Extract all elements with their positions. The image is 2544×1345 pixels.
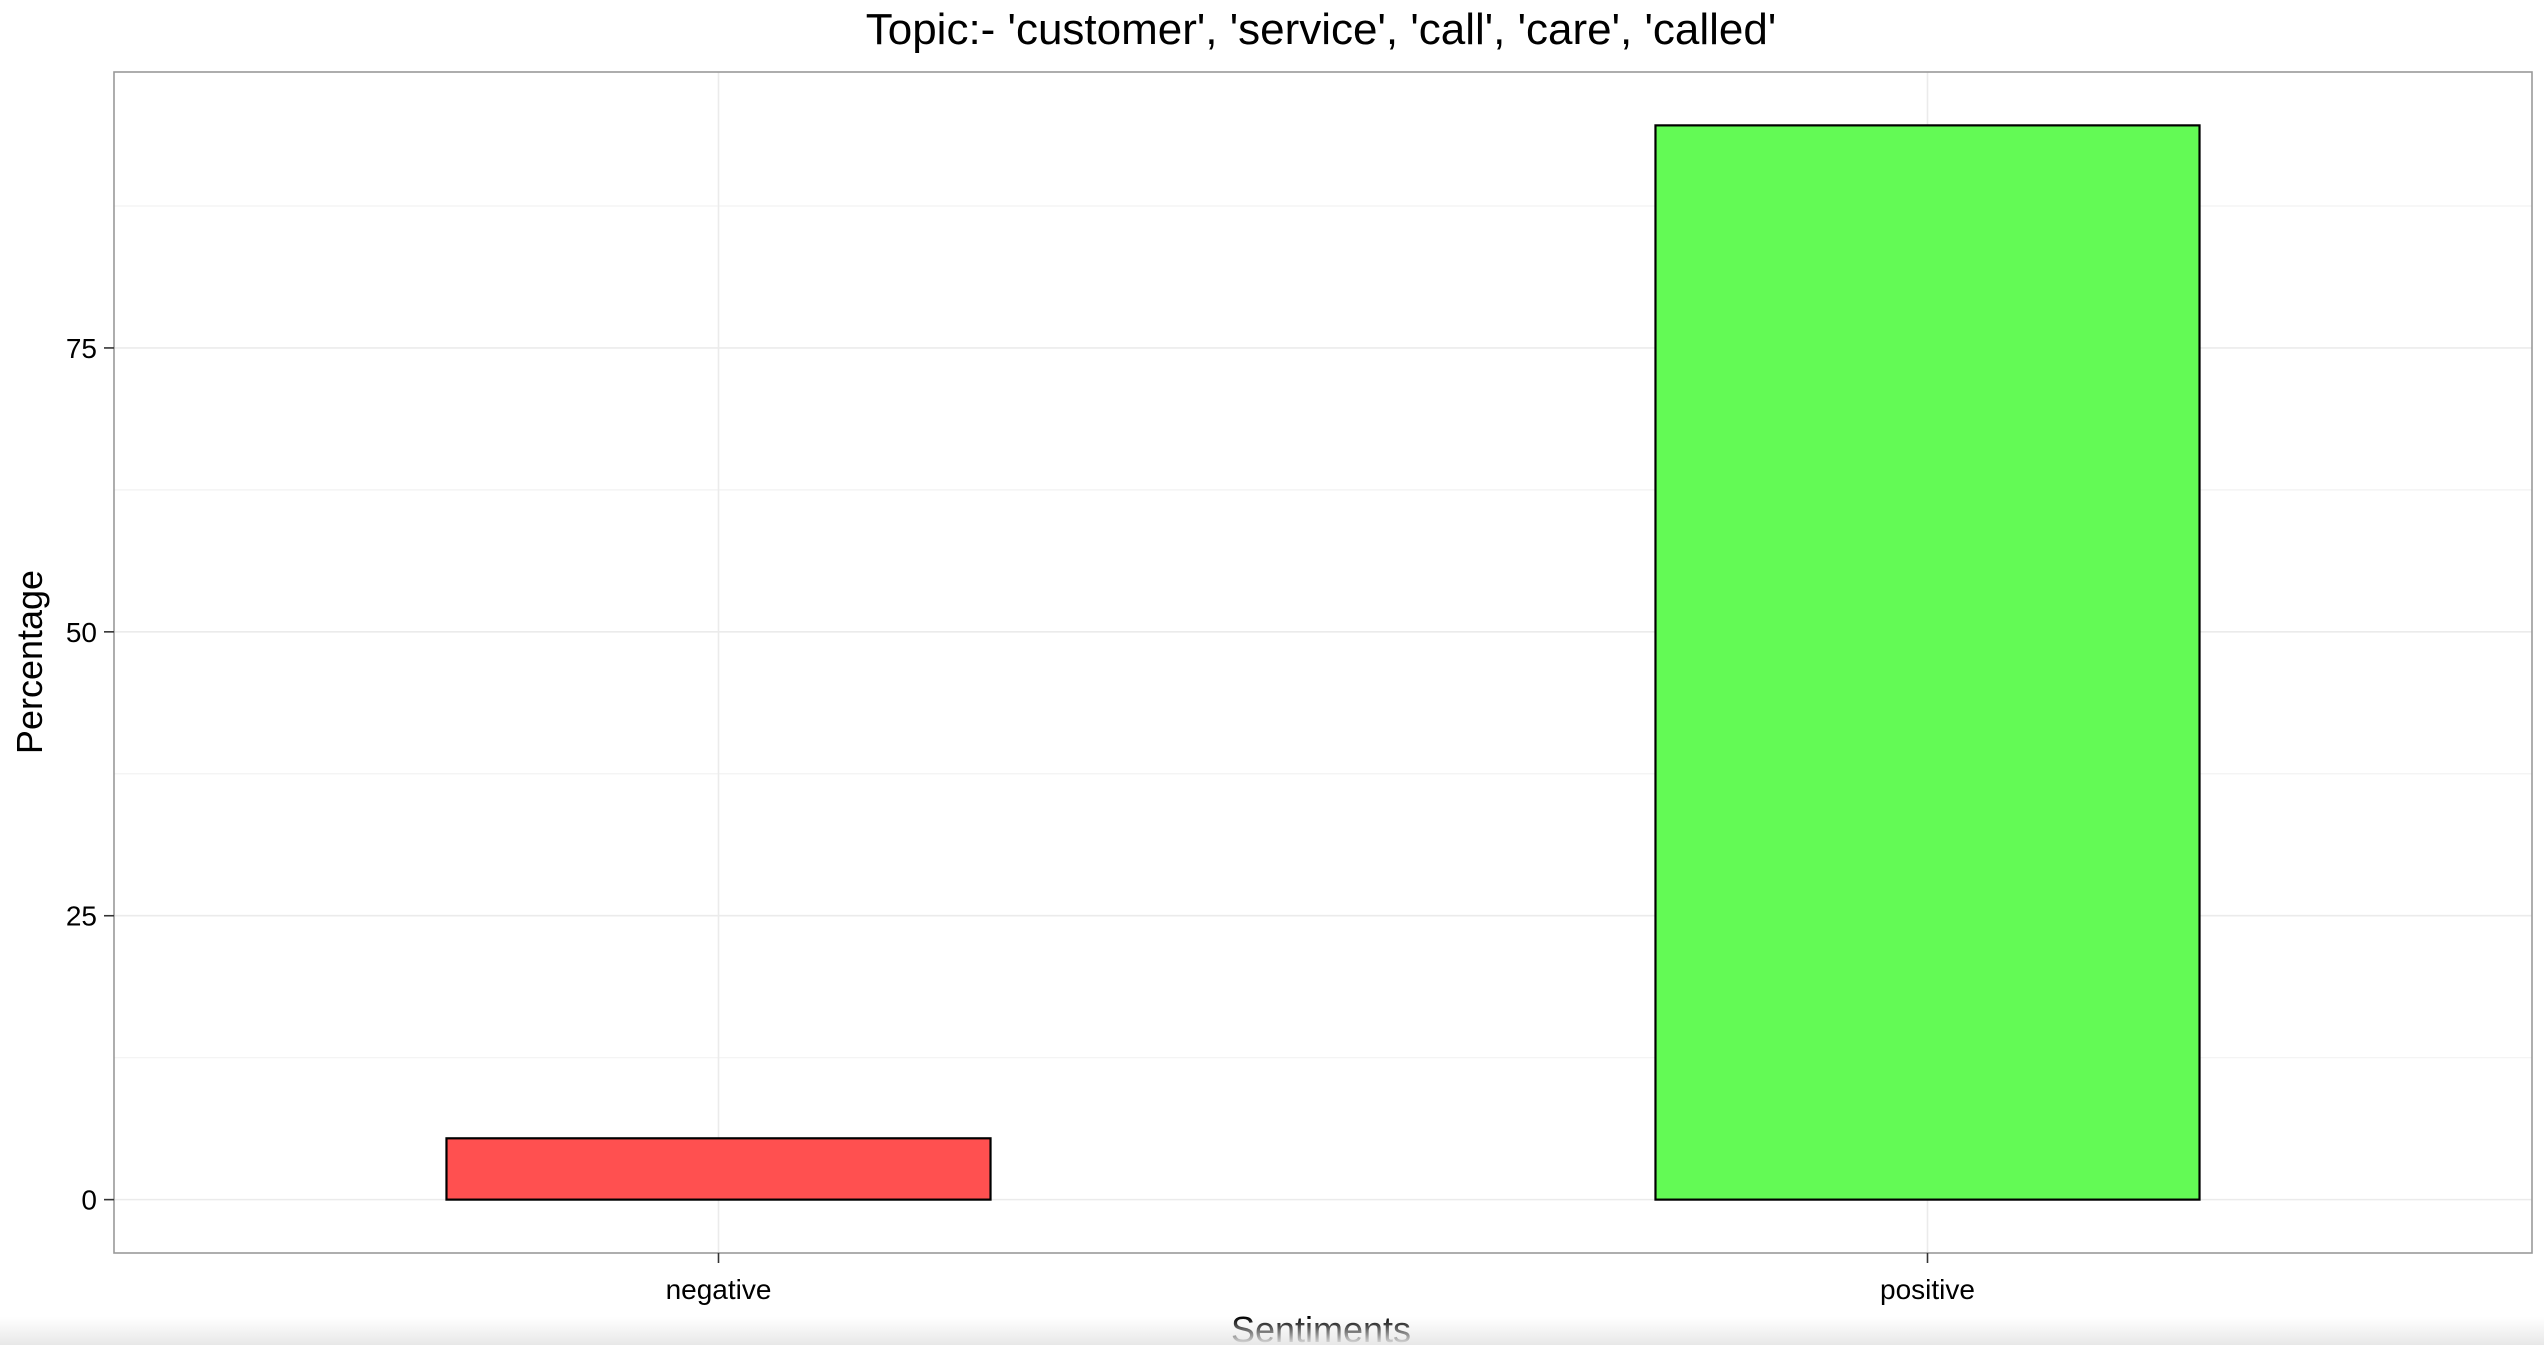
- y-tick-label: 25: [66, 901, 97, 932]
- bars: [445, 124, 2201, 1201]
- plot-panel-border: [113, 71, 2533, 1254]
- x-tick-label: negative: [666, 1274, 772, 1305]
- x-axis: negative positive: [666, 1253, 1975, 1305]
- bar-negative: [445, 1137, 992, 1201]
- y-axis-title: Percentage: [9, 570, 50, 754]
- y-tick-label: 75: [66, 333, 97, 364]
- window-bottom-shadow: [0, 1317, 2544, 1345]
- y-axis: 0 25 50 75: [66, 333, 114, 1216]
- y-tick-label: 0: [81, 1185, 97, 1216]
- y-tick-label: 50: [66, 617, 97, 648]
- bar-positive: [1654, 124, 2201, 1201]
- x-tick-label: positive: [1880, 1274, 1975, 1305]
- chart-title: Topic:- 'customer', 'service', 'call', '…: [866, 5, 1777, 54]
